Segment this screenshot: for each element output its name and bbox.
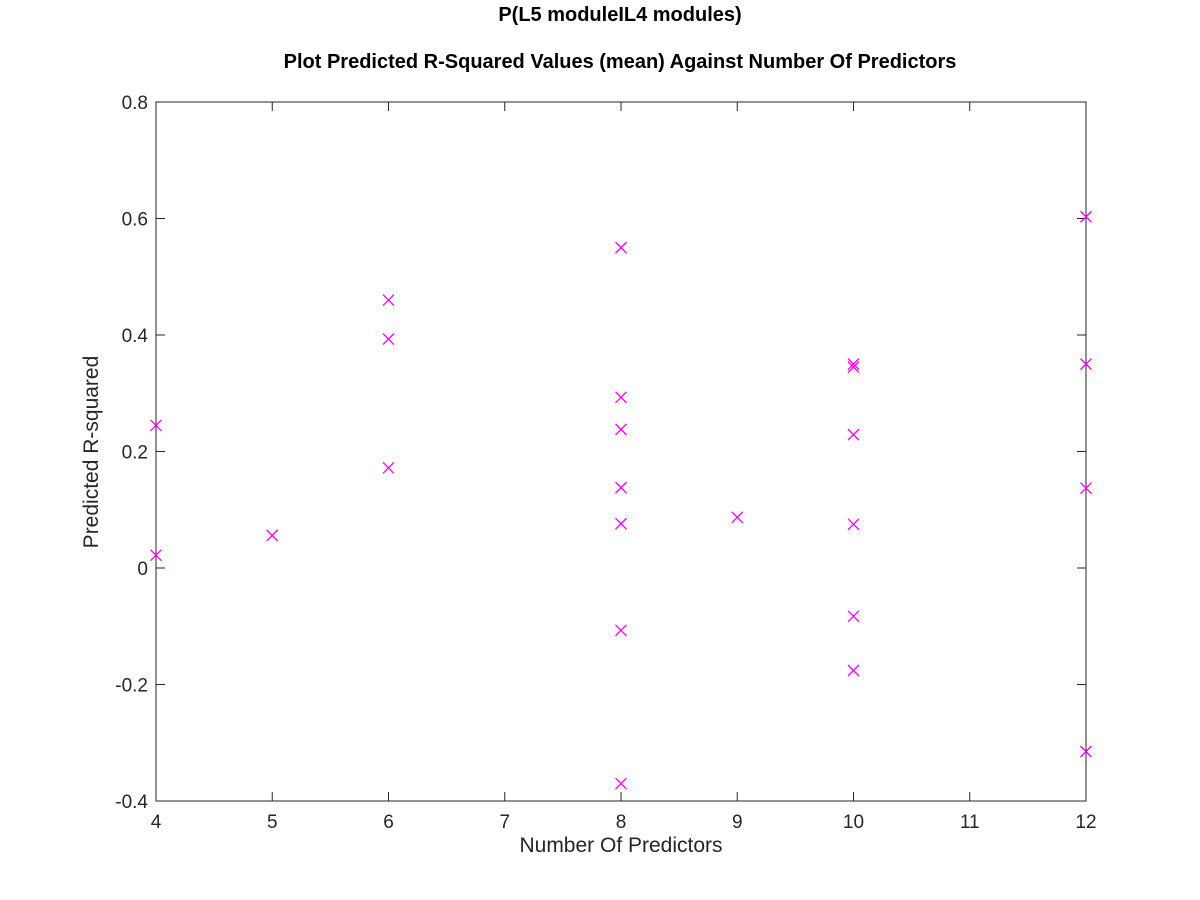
data-point-x-marker: [150, 419, 162, 432]
data-point-x-marker: [1080, 482, 1092, 495]
data-point-x-marker: [847, 664, 860, 677]
data-point-x-marker: [1080, 745, 1092, 758]
data-point-x-marker: [382, 333, 395, 346]
data-point-x-marker: [266, 529, 279, 542]
plot-area: [155, 101, 1087, 802]
y-tick-label: -0.4: [115, 792, 148, 813]
data-point-x-marker: [615, 423, 627, 436]
data-point-x-marker: [615, 624, 627, 637]
data-point-x-marker: [615, 481, 627, 494]
data-point-x-marker: [847, 358, 860, 371]
x-tick-label: 8: [616, 812, 627, 833]
y-tick-label: 0.4: [122, 326, 149, 347]
data-point-x-marker: [731, 511, 744, 524]
y-tick-label: 0: [137, 559, 148, 580]
data-point-x-marker: [847, 428, 860, 441]
axis-tick-labels: 4 5 6 7 8 9 10 11 12 -0.4 -0.2 0 0.2 0.4 0.6 0.8: [115, 93, 1096, 833]
data-point-x-marker: [1080, 210, 1092, 223]
y-tick-label: -0.2: [115, 676, 148, 697]
data-point-x-marker: [1080, 358, 1092, 371]
x-tick-label: 5: [267, 812, 278, 833]
x-tick-label: 11: [960, 812, 980, 833]
chart-title-line2: Plot Predicted R-Squared Values (mean) A…: [284, 51, 957, 73]
chart-title-line1: P(L5 moduleIL4 modules): [498, 4, 741, 26]
data-point-x-marker: [847, 610, 860, 623]
x-tick-label: 4: [151, 812, 162, 833]
y-tick-label: 0.6: [122, 210, 148, 231]
x-tick-label: 12: [1075, 812, 1096, 833]
x-tick-label: 9: [732, 812, 743, 833]
y-axis-label: Predicted R-squared: [80, 356, 103, 549]
data-point-x-marker: [847, 518, 860, 531]
data-point-x-marker: [615, 777, 627, 790]
data-point-x-marker: [847, 361, 860, 373]
data-point-x-marker: [615, 517, 627, 530]
axis-ticks: [155, 101, 1087, 802]
data-point-x-marker: [150, 549, 162, 562]
y-tick-label: 0.8: [122, 93, 148, 114]
y-tick-label: 0.2: [122, 443, 148, 464]
data-point-x-marker: [382, 294, 395, 307]
x-tick-label: 7: [499, 812, 510, 833]
data-markers: [150, 210, 1092, 790]
x-axis-label: Number Of Predictors: [519, 834, 722, 857]
data-point-x-marker: [615, 241, 627, 254]
x-tick-label: 6: [383, 812, 394, 833]
x-tick-label: 10: [843, 812, 864, 833]
data-point-x-marker: [615, 391, 627, 404]
data-point-x-marker: [382, 461, 395, 474]
